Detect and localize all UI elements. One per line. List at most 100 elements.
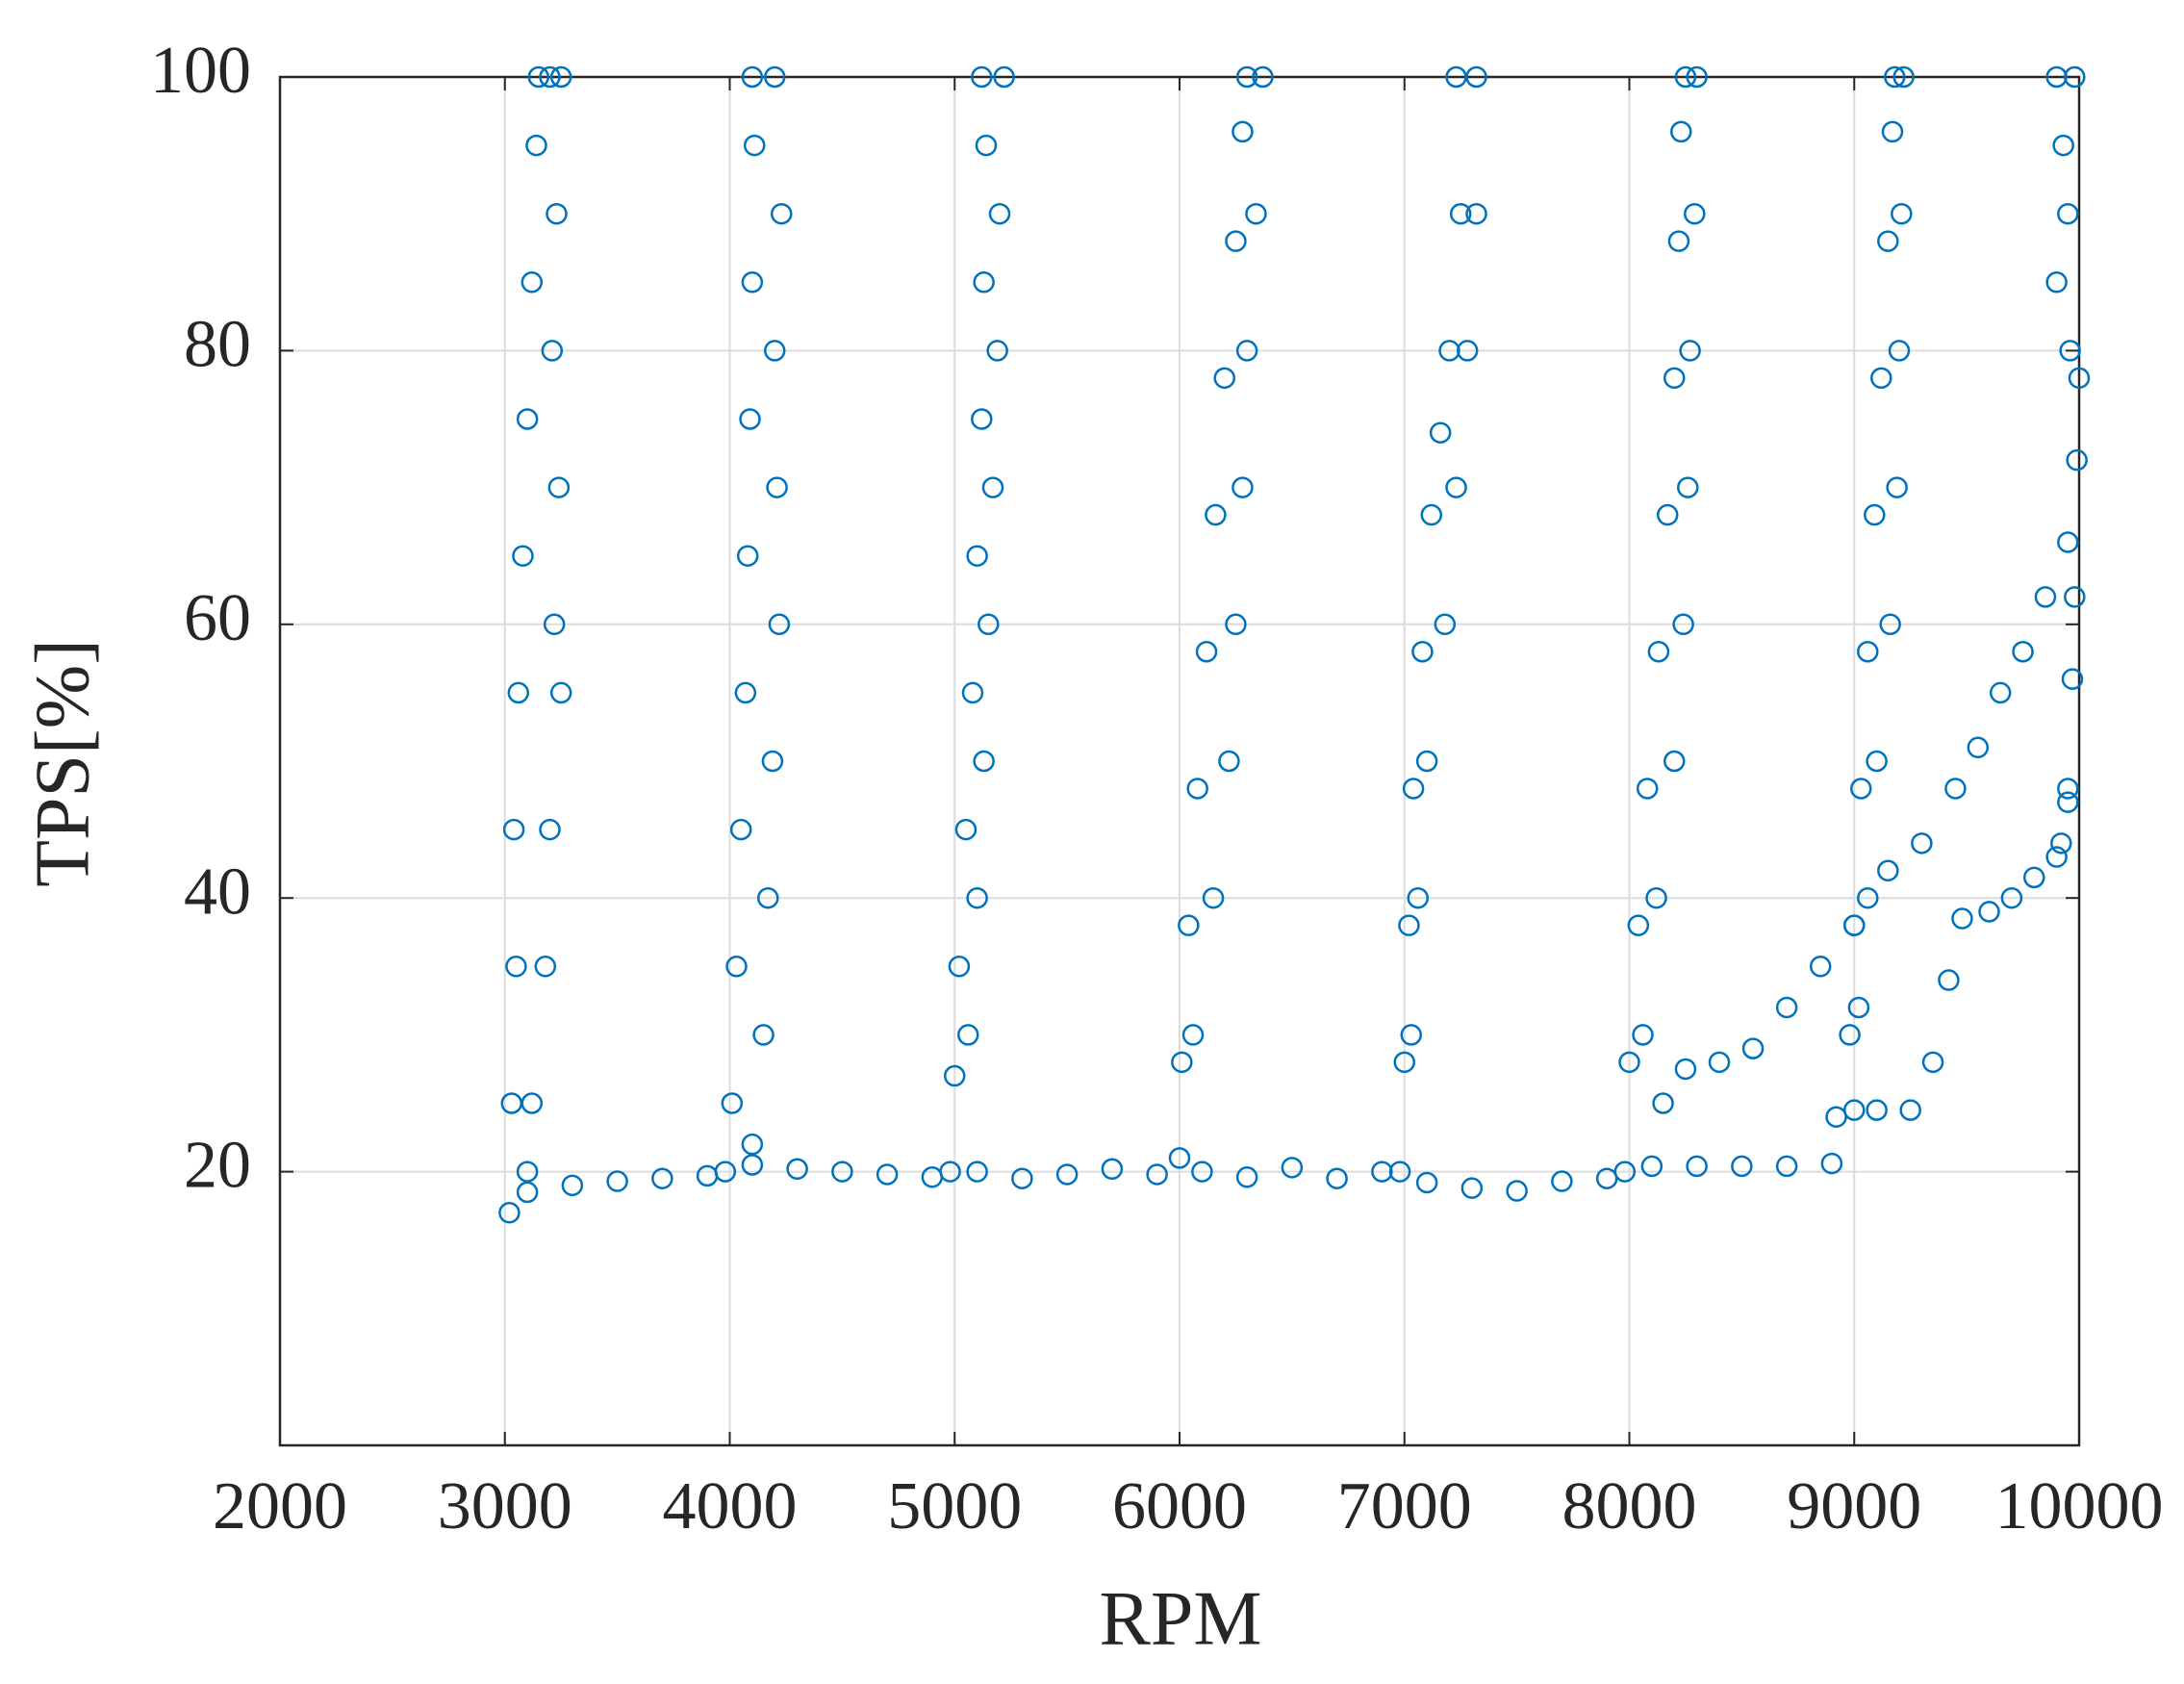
point (1171, 1051, 1193, 1074)
point (1663, 367, 1686, 390)
point (2045, 65, 2068, 89)
point (1672, 613, 1694, 636)
point (1809, 956, 1832, 978)
point (1449, 202, 1472, 225)
point (534, 956, 557, 978)
point (1146, 1163, 1168, 1186)
x-tick-label: 7000 (1337, 1469, 1472, 1544)
y-tick-label: 60 (184, 581, 251, 655)
point (541, 340, 564, 362)
point (1820, 1152, 1843, 1175)
point (1899, 1099, 1921, 1121)
point (1938, 969, 1960, 991)
point (771, 202, 793, 225)
point (606, 1170, 628, 1192)
point (507, 681, 530, 704)
point (961, 681, 984, 704)
point (1636, 778, 1659, 800)
y-tick-label: 100 (150, 34, 251, 108)
x-tick-label: 8000 (1562, 1469, 1697, 1544)
point (1684, 202, 1706, 225)
point (1866, 1099, 1888, 1121)
point (1640, 1155, 1663, 1178)
point (561, 1174, 584, 1197)
point (1677, 476, 1699, 498)
point (764, 340, 786, 362)
point (1178, 914, 1200, 936)
point (696, 1164, 719, 1187)
point (1741, 1037, 1765, 1059)
point (1235, 340, 1258, 362)
point (1847, 996, 1870, 1019)
point (1506, 1180, 1528, 1202)
point (1595, 1167, 1618, 1189)
x-tick-label: 10000 (1995, 1469, 2164, 1544)
point (549, 681, 572, 704)
point (1011, 1167, 1033, 1189)
point (975, 134, 998, 157)
point (2066, 448, 2088, 472)
y-tick-label: 20 (184, 1129, 251, 1203)
point (966, 1161, 988, 1183)
point (752, 1024, 775, 1046)
y-tick-label: 40 (184, 855, 251, 929)
point (1652, 1092, 1674, 1114)
point (521, 271, 544, 293)
point (1460, 1177, 1484, 1199)
point (2057, 791, 2079, 813)
point (1870, 367, 1892, 390)
point (516, 1181, 539, 1204)
point (1843, 1099, 1866, 1121)
point (981, 476, 1004, 498)
point (1232, 476, 1254, 498)
point (2059, 340, 2081, 362)
point (993, 65, 1015, 89)
point (1877, 230, 1899, 252)
x-tick-label: 4000 (663, 1469, 798, 1544)
point (768, 613, 791, 636)
point (1921, 1051, 1944, 1074)
x-tick-label: 5000 (887, 1469, 1022, 1544)
point (966, 545, 988, 567)
point (1843, 914, 1866, 936)
point (1232, 120, 1254, 143)
point (1551, 1170, 1573, 1192)
point (527, 65, 550, 89)
point (1445, 476, 1467, 498)
point (549, 65, 572, 89)
point (725, 956, 748, 978)
point (2045, 846, 2068, 868)
point (1989, 681, 2012, 704)
point (1168, 1147, 1191, 1169)
point (546, 202, 568, 225)
point (1632, 1024, 1654, 1046)
point (1618, 1051, 1640, 1074)
point (876, 1163, 899, 1186)
point (1679, 340, 1701, 362)
point (1877, 859, 1899, 882)
point (743, 134, 766, 157)
point (741, 65, 764, 89)
point (831, 1161, 853, 1183)
point (766, 476, 788, 498)
point (1857, 640, 1879, 663)
point (741, 1133, 764, 1156)
point (1438, 340, 1460, 362)
point (986, 340, 1008, 362)
point (1884, 65, 1906, 89)
point (2034, 586, 2057, 608)
point (957, 1024, 979, 1046)
point (2057, 531, 2079, 553)
point (1881, 120, 1904, 143)
point (2050, 832, 2072, 855)
point (1456, 340, 1479, 362)
point (1911, 832, 1933, 855)
point (1864, 503, 1886, 526)
point (1371, 1161, 1393, 1183)
point (741, 271, 764, 293)
point (966, 886, 988, 909)
point (543, 613, 566, 636)
y-tick-label: 80 (184, 307, 251, 381)
point (516, 408, 539, 430)
